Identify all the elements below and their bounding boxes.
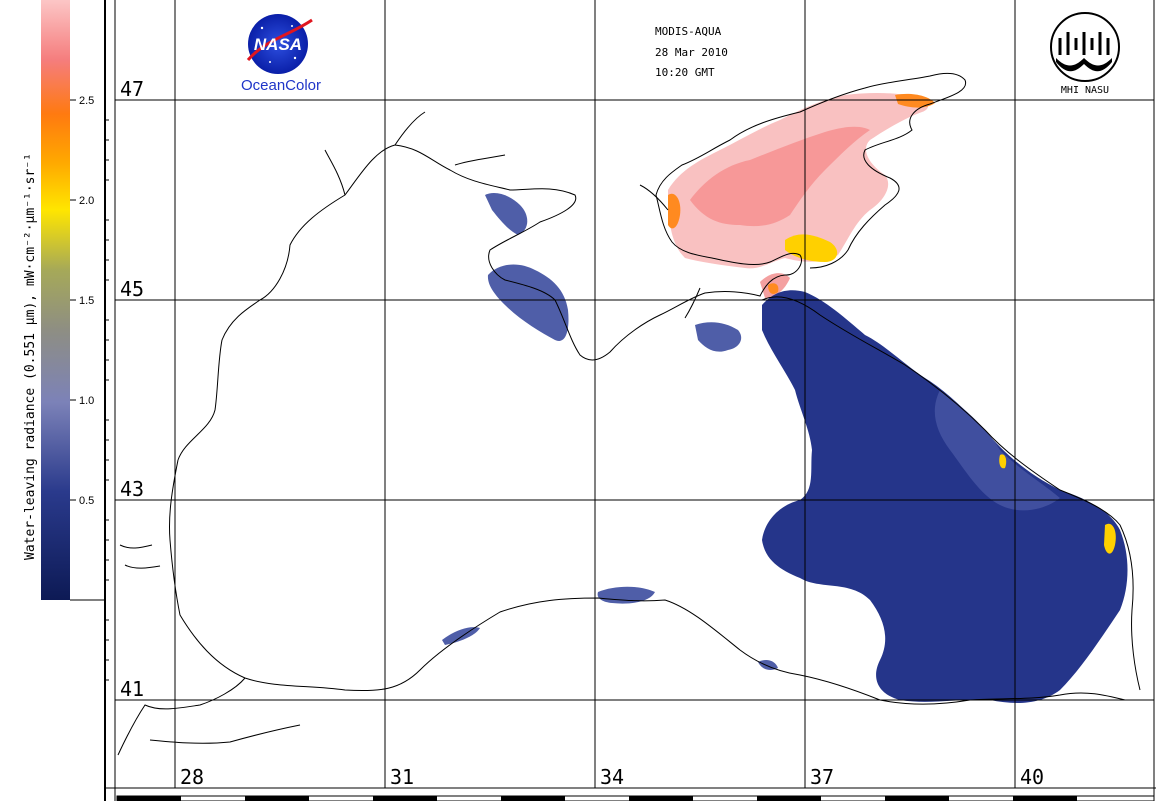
graticule — [115, 0, 1154, 788]
coastline — [117, 72, 1141, 756]
radiance-imagery — [442, 92, 1128, 703]
colorbar-tick-2-5: 2.5 — [79, 95, 94, 107]
lat-label-47: 47 — [120, 77, 144, 101]
azov-mid-radiance — [690, 126, 870, 227]
colorbar-tick-1-0: 1.0 — [79, 395, 94, 407]
lat-label-45: 45 — [120, 277, 144, 301]
colorbar-label: Water-leaving radiance (0.551 µm), mW·cm… — [23, 153, 38, 560]
coastline-azov-spits — [639, 184, 701, 319]
image-header: MODIS-AQUA 28 Mar 2010 10:20 GMT — [655, 25, 728, 79]
latitude-labels: 47 45 43 41 — [120, 77, 144, 701]
colorbar-fill — [41, 0, 70, 600]
oceancolor-wordmark: OceanColor — [241, 77, 321, 94]
colorbar-tick-1-5: 1.5 — [79, 295, 94, 307]
colorbar-tick-0-5: 0.5 — [79, 495, 94, 507]
east-yellow-coast-2 — [999, 454, 1007, 469]
azov-orange-west — [668, 193, 681, 229]
azov-yellow-coast — [785, 234, 838, 262]
coastline-bosporus — [117, 677, 301, 756]
lon-label-40: 40 — [1020, 765, 1044, 789]
lon-label-37: 37 — [810, 765, 834, 789]
longitude-labels: 28 31 34 37 40 — [180, 765, 1044, 789]
lat-label-43: 43 — [120, 477, 144, 501]
scale-bar — [116, 795, 1155, 801]
sensor-name: MODIS-AQUA — [655, 25, 722, 38]
nasa-logo: NASA OceanColor — [241, 14, 321, 94]
nw-shelf-patch-2 — [485, 193, 528, 235]
coastline-turkey — [169, 459, 1126, 705]
nasa-wordmark: NASA — [254, 35, 302, 54]
crimea-south-patch — [695, 322, 742, 352]
lon-label-31: 31 — [390, 765, 414, 789]
map-frame — [104, 0, 1156, 801]
coastline-danube-delta — [119, 544, 161, 569]
colorbar: 2.5 2.0 1.5 1.0 0.5 Water-leaving radian… — [23, 0, 105, 601]
kerch-strait-orange — [768, 283, 779, 294]
coastline-crimea-inner — [324, 111, 506, 196]
colorbar-tick-2-0: 2.0 — [79, 195, 94, 207]
lon-label-34: 34 — [600, 765, 624, 789]
turkey-coast-patch-3 — [758, 660, 778, 670]
nw-shelf-patch-1 — [487, 264, 569, 341]
mhi-wordmark: MHI NASU — [1061, 85, 1109, 96]
acquisition-date: 28 Mar 2010 — [655, 46, 728, 59]
lat-label-41: 41 — [120, 677, 144, 701]
east-deep-water — [762, 290, 1128, 703]
nasa-globe-icon — [248, 14, 308, 74]
acquisition-time: 10:20 GMT — [655, 66, 715, 79]
east-yellow-coast — [1104, 523, 1116, 554]
lon-label-28: 28 — [180, 765, 204, 789]
east-mid-water — [934, 390, 1060, 511]
azov-orange-north — [895, 93, 935, 108]
turkey-coast-patch-2 — [442, 627, 480, 645]
mhi-logo: MHI NASU — [1050, 12, 1120, 96]
coastline-black-sea — [177, 72, 967, 461]
nasa-swoosh-icon — [246, 18, 313, 61]
left-scale — [105, 119, 109, 681]
